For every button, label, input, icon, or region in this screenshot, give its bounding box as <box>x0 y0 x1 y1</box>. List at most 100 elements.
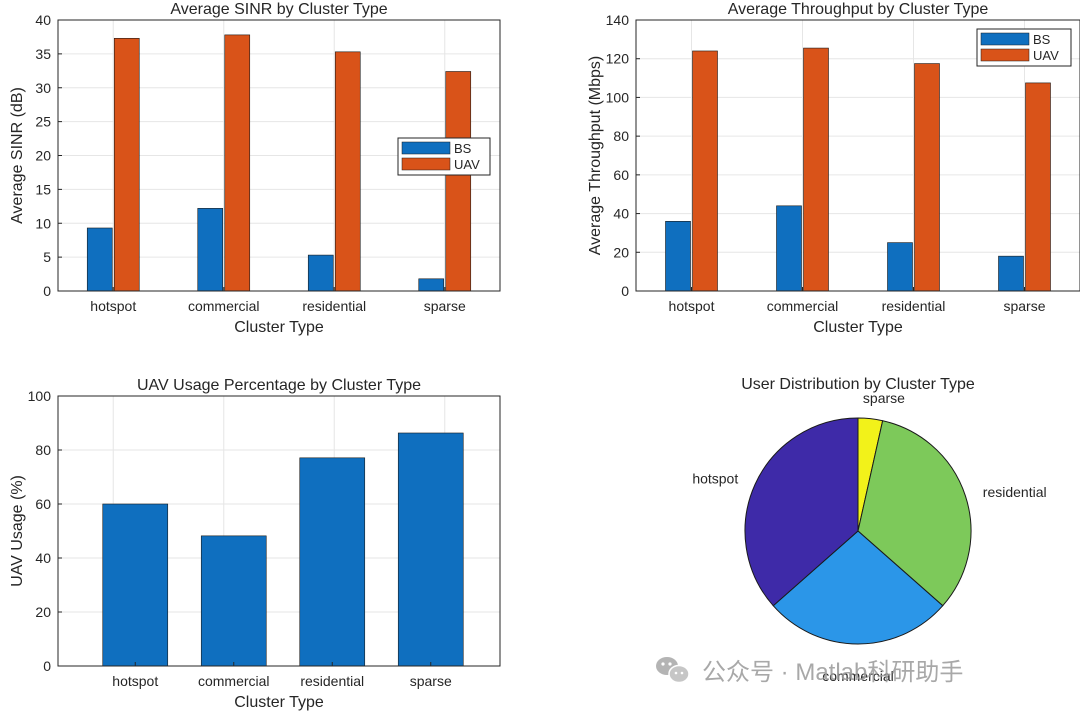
bar-uav-hotspot <box>692 50 718 292</box>
y-axis-label: Average SINR (dB) <box>9 87 26 224</box>
legend-swatch-bs <box>980 32 1030 46</box>
legend-label-bs: BS <box>454 141 472 156</box>
pie-label-residential: residential <box>983 484 1047 500</box>
y-tick-label: 20 <box>35 604 51 620</box>
x-tick-label-residential: residential <box>302 298 366 314</box>
chart-title: User Distribution by Cluster Type <box>741 376 975 393</box>
x-tick-label-sparse: sparse <box>424 298 466 314</box>
y-tick-label: 80 <box>613 128 629 144</box>
y-ticks: 0 20 40 60 80 100 120 140 <box>606 12 640 299</box>
y-tick-label: 30 <box>35 80 51 96</box>
y-tick-label: 0 <box>43 658 51 674</box>
bar-uav-sparse <box>445 71 472 292</box>
bar-residential <box>299 457 366 667</box>
chart-1: 0 5 10 15 20 25 30 35 40 hotspot commercial residen… <box>9 1 501 336</box>
bar-bs-hotspot <box>86 227 113 292</box>
pie-label-commercial: commercial <box>822 668 894 684</box>
y-tick-label: 140 <box>606 12 630 28</box>
y-tick-label: 40 <box>613 206 629 222</box>
bar-commercial <box>200 535 267 667</box>
x-ticks: hotspot commercial residential sparse <box>112 662 452 689</box>
x-tick-label-residential: residential <box>300 673 364 689</box>
y-tick-label: 0 <box>43 283 51 299</box>
bar-uav-residential <box>914 63 940 292</box>
y-tick-label: 60 <box>35 496 51 512</box>
pie-slice-residential <box>857 420 972 607</box>
bar-uav-commercial <box>224 34 251 292</box>
x-ticks: hotspot commercial residential sparse <box>669 287 1046 314</box>
legend-swatch-uav <box>980 48 1030 62</box>
x-axis-label: Cluster Type <box>234 694 324 711</box>
bar-uav-sparse <box>1025 82 1051 292</box>
x-ticks: hotspot commercial residential sparse <box>90 287 466 314</box>
bar-bs-residential <box>887 242 913 292</box>
y-axis-label: UAV Usage (%) <box>9 475 26 587</box>
x-tick-label-commercial: commercial <box>767 298 839 314</box>
watermark-text: 公众号 · Matlab科研助手 <box>702 659 963 686</box>
bar-uav-residential <box>334 51 361 292</box>
x-tick-label-commercial: commercial <box>198 673 270 689</box>
bars <box>86 34 472 292</box>
bar-hotspot <box>102 503 169 667</box>
y-tick-label: 15 <box>35 181 51 197</box>
y-tick-label: 35 <box>35 46 51 62</box>
bar-bs-sparse <box>998 255 1024 292</box>
legend-swatch-bs <box>401 141 451 155</box>
y-tick-label: 20 <box>613 244 629 260</box>
charts-layer: 0 5 10 15 20 25 30 35 40 hotspot commercial residen… <box>9 1 1080 711</box>
y-tick-label: 10 <box>35 215 51 231</box>
x-tick-label-sparse: sparse <box>1003 298 1045 314</box>
x-tick-label-hotspot: hotspot <box>112 673 158 689</box>
x-tick-label-sparse: sparse <box>410 673 452 689</box>
plot-box <box>57 395 501 667</box>
y-tick-label: 5 <box>43 249 51 265</box>
y-tick-label: 100 <box>28 388 52 404</box>
y-tick-label: 25 <box>35 114 51 130</box>
y-tick-label: 40 <box>35 550 51 566</box>
y-tick-label: 40 <box>35 12 51 28</box>
y-axis-label: Average Throughput (Mbps) <box>587 56 604 256</box>
bar-bs-hotspot <box>665 221 691 292</box>
pie-slice-commercial <box>772 530 944 645</box>
x-axis-label: Cluster Type <box>234 319 324 336</box>
pie-slice-hotspot <box>744 417 859 607</box>
x-tick-label-residential: residential <box>882 298 946 314</box>
plot-box <box>635 19 1080 292</box>
y-ticks: 0 20 40 60 80 100 <box>28 388 62 674</box>
y-tick-label: 120 <box>606 51 630 67</box>
y-tick-label: 60 <box>613 167 629 183</box>
chart-2: 0 20 40 60 80 100 120 140 hotspot commercial resid… <box>587 1 1080 336</box>
bar-uav-commercial <box>803 47 829 292</box>
bar-bs-sparse <box>418 278 445 292</box>
x-tick-label-hotspot: hotspot <box>90 298 136 314</box>
legend-swatch-uav <box>401 157 451 171</box>
bar-uav-hotspot <box>113 37 140 292</box>
bar-bs-commercial <box>776 205 802 292</box>
bars <box>665 47 1051 292</box>
legend-label-uav: UAV <box>1033 48 1059 63</box>
chart-3: 0 20 40 60 80 100 hotspot commercial residential… <box>9 377 501 711</box>
legend-label-uav: UAV <box>454 157 480 172</box>
y-tick-label: 80 <box>35 442 51 458</box>
wechat-icon <box>656 657 690 684</box>
legend-label-bs: BS <box>1033 32 1051 47</box>
pie-label-sparse: sparse <box>863 390 905 406</box>
y-tick-label: 20 <box>35 148 51 164</box>
chart-title: Average Throughput by Cluster Type <box>728 1 989 18</box>
x-axis-label: Cluster Type <box>813 319 903 336</box>
y-tick-label: 100 <box>606 89 630 105</box>
pie-label-hotspot: hotspot <box>692 471 738 487</box>
x-tick-label-commercial: commercial <box>188 298 260 314</box>
bar-bs-commercial <box>197 208 224 292</box>
y-tick-label: 0 <box>621 283 629 299</box>
watermark: 公众号 · Matlab科研助手 <box>656 657 963 686</box>
chart-title: UAV Usage Percentage by Cluster Type <box>137 377 421 394</box>
x-tick-label-hotspot: hotspot <box>669 298 715 314</box>
y-ticks: 0 5 10 15 20 25 30 35 40 <box>35 12 62 299</box>
bar-sparse <box>397 432 464 667</box>
chart-title: Average SINR by Cluster Type <box>170 1 387 18</box>
